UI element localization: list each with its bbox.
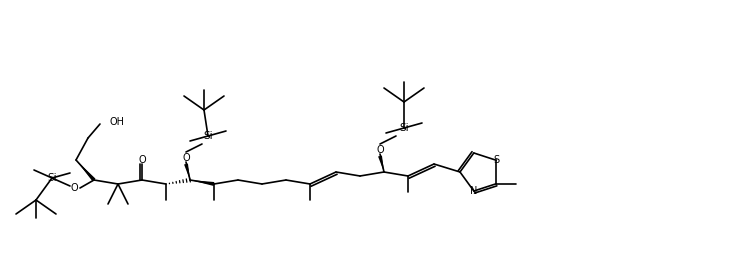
Text: O: O [70, 183, 78, 193]
Text: Si: Si [399, 123, 409, 133]
Text: N: N [470, 186, 478, 196]
Polygon shape [76, 160, 95, 181]
Text: Si: Si [47, 173, 57, 183]
Text: O: O [377, 145, 384, 155]
Polygon shape [190, 180, 214, 186]
Text: OH: OH [110, 117, 125, 127]
Text: O: O [138, 155, 146, 165]
Text: O: O [182, 153, 190, 163]
Text: Si: Si [203, 131, 213, 141]
Polygon shape [378, 156, 384, 172]
Polygon shape [184, 164, 190, 180]
Text: S: S [493, 155, 499, 165]
